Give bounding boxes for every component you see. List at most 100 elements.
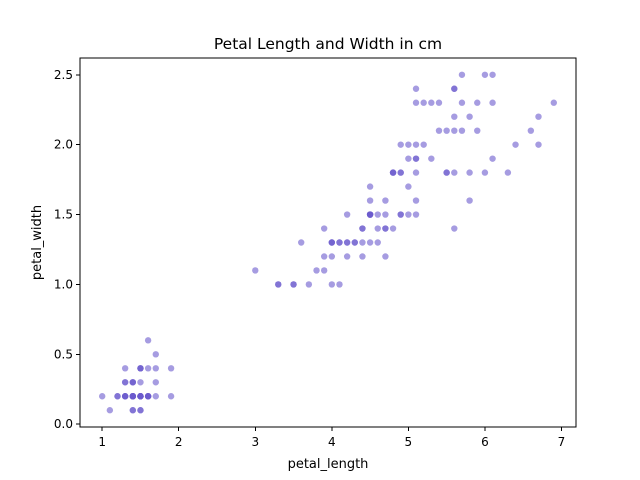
data-point [137,379,144,386]
data-point [397,141,404,148]
x-axis-label: petal_length [288,457,369,472]
y-tick-label: 1.0 [54,277,73,291]
data-point [458,99,466,106]
data-points [99,71,557,414]
data-point [412,211,420,218]
data-point [374,239,381,246]
data-point [512,141,519,148]
y-tick-label: 0.5 [54,347,73,361]
data-point [305,281,313,288]
data-point [328,239,336,246]
data-point [412,169,420,176]
data-point [428,99,435,106]
data-point [328,253,336,260]
data-point [114,393,121,400]
data-point [466,169,473,176]
data-point [374,225,381,232]
data-point [252,267,259,274]
data-point [121,365,129,372]
data-point [320,267,328,274]
data-point [106,407,114,414]
data-point [121,379,129,386]
data-point [435,99,443,106]
data-point [152,379,159,386]
data-point [451,169,458,176]
data-point [420,141,427,148]
y-axis-label: petal_width [30,205,45,280]
data-point [405,141,412,148]
data-point [121,393,129,400]
data-point [144,393,152,400]
data-point [366,197,374,204]
data-point [489,99,496,106]
x-tick-label: 4 [328,435,336,449]
data-point [351,239,358,246]
data-point [428,155,435,162]
data-point [298,239,305,246]
data-point [359,225,366,232]
data-point [320,225,328,232]
data-point [397,169,404,176]
data-point [535,113,542,120]
data-point [167,393,175,400]
data-point [451,225,458,232]
data-point [481,71,489,78]
x-tick-label: 3 [251,435,259,449]
data-point [137,365,144,372]
data-point [336,239,343,246]
data-point [137,407,144,414]
x-tick-label: 5 [405,435,413,449]
data-point [405,155,412,162]
data-point [443,169,450,176]
data-point [366,239,374,246]
data-point [466,113,473,120]
data-point [435,127,443,134]
data-point [382,197,389,204]
data-point [144,337,152,344]
data-point [343,239,351,246]
data-point [382,253,389,260]
data-point [359,239,366,246]
data-point [489,71,496,78]
data-point [152,351,159,358]
data-point [397,211,404,218]
data-point [343,211,351,218]
data-point [412,197,420,204]
data-point [420,99,427,106]
data-point [458,71,466,78]
data-point [359,253,366,260]
data-point [382,211,389,218]
data-point [137,393,144,400]
data-point [451,85,458,92]
y-tick-label: 2.5 [54,68,73,82]
data-point [389,225,397,232]
x-tick-label: 6 [481,435,489,449]
data-point [366,183,374,190]
data-point [412,141,420,148]
data-point [527,127,535,134]
y-tick-label: 2.0 [54,138,73,152]
data-point [382,225,389,232]
data-point [336,281,343,288]
data-point [144,365,152,372]
data-point [290,281,297,288]
data-point [535,141,542,148]
data-point [412,85,420,92]
data-point [466,197,473,204]
data-point [489,155,496,162]
data-point [504,169,512,176]
x-tick-label: 7 [558,435,566,449]
data-point [152,365,159,372]
data-point [389,169,397,176]
data-point [405,183,412,190]
data-point [474,127,481,134]
data-point [275,281,282,288]
data-point [458,127,466,134]
data-point [152,393,159,400]
data-point [443,127,450,134]
data-point [451,127,458,134]
plot-frame [79,57,577,428]
data-point [451,113,458,120]
data-point [129,407,137,414]
